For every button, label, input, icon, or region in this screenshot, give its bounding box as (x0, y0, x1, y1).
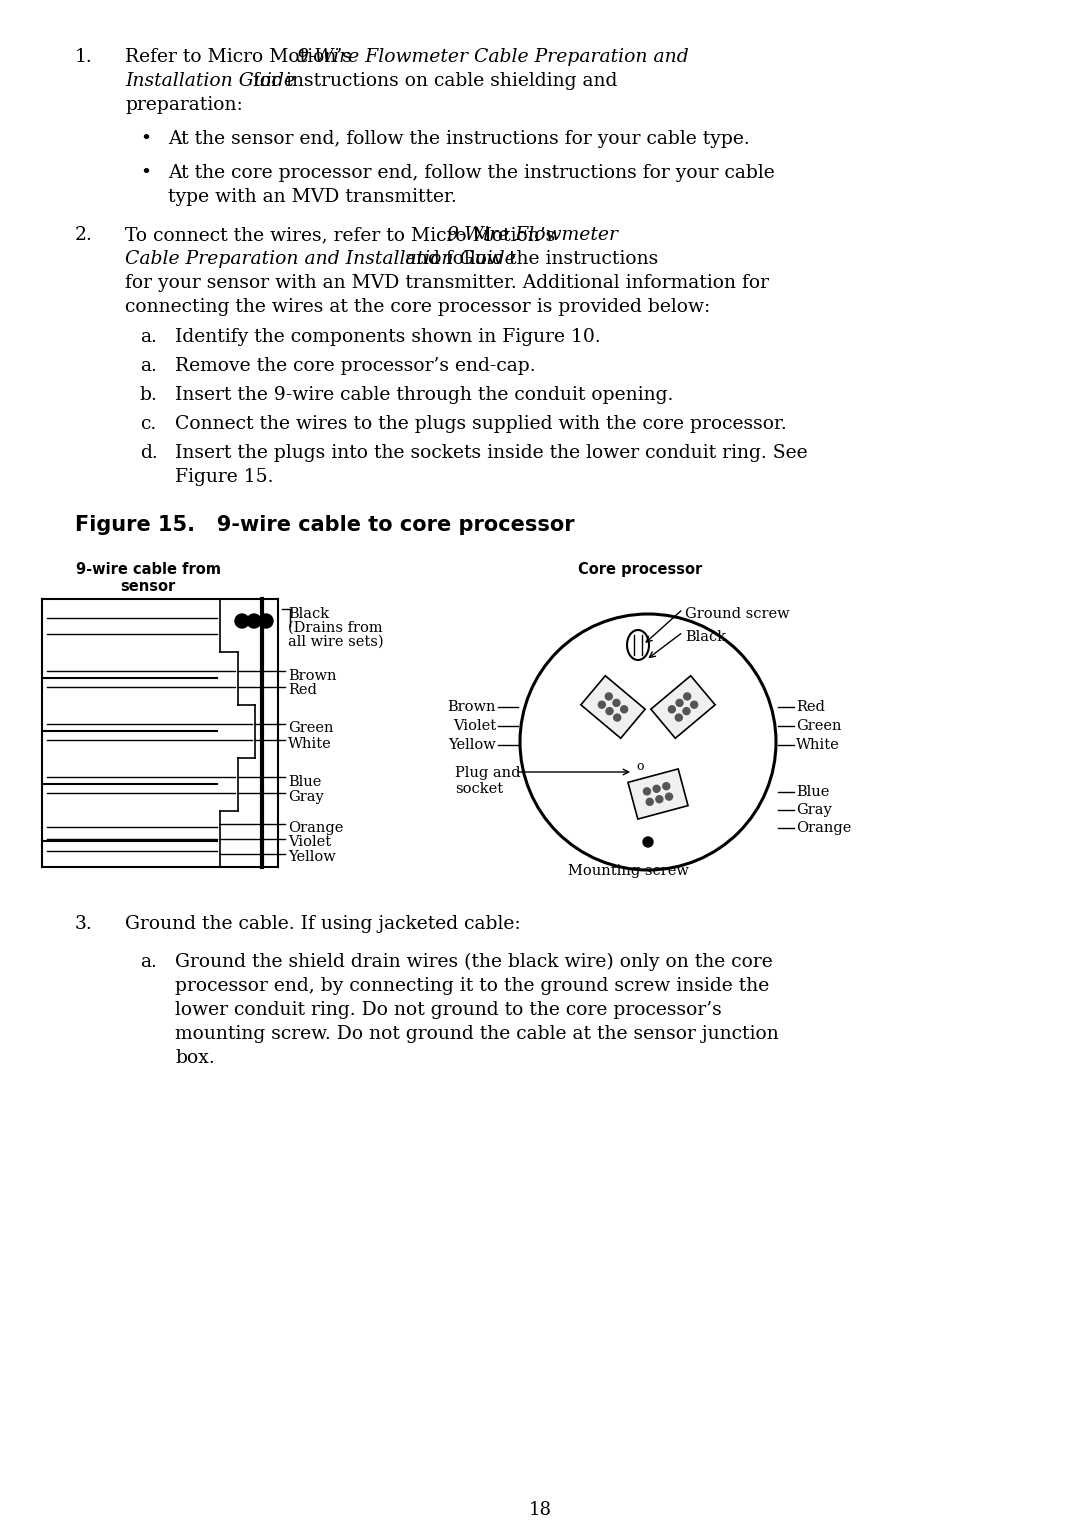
Circle shape (676, 699, 683, 706)
Text: Violet: Violet (453, 719, 496, 732)
Text: At the core processor end, follow the instructions for your cable: At the core processor end, follow the in… (168, 164, 774, 182)
Text: Remove the core processor’s end-cap.: Remove the core processor’s end-cap. (175, 356, 536, 375)
Text: Figure 15.: Figure 15. (175, 468, 273, 486)
Circle shape (643, 836, 653, 847)
Polygon shape (627, 769, 688, 820)
Text: Violet: Violet (288, 835, 332, 849)
Text: Red: Red (288, 683, 316, 697)
Circle shape (259, 615, 273, 628)
Text: d.: d. (140, 443, 158, 462)
Text: Red: Red (796, 700, 825, 714)
Text: 9-Wire Flowmeter Cable Preparation and: 9-Wire Flowmeter Cable Preparation and (297, 47, 689, 66)
Text: Yellow: Yellow (288, 850, 336, 864)
Text: Brown: Brown (447, 700, 496, 714)
Text: Cable Preparation and Installation Guide: Cable Preparation and Installation Guide (125, 251, 516, 268)
Circle shape (665, 794, 673, 800)
Text: Blue: Blue (288, 775, 322, 789)
Polygon shape (651, 676, 715, 739)
Text: Black: Black (685, 630, 726, 644)
Circle shape (656, 795, 663, 803)
Text: c.: c. (140, 414, 157, 433)
Text: Gray: Gray (288, 789, 324, 804)
Text: Ground the cable. If using jacketed cable:: Ground the cable. If using jacketed cabl… (125, 914, 521, 933)
Text: for your sensor with an MVD transmitter. Additional information for: for your sensor with an MVD transmitter.… (125, 274, 769, 292)
Text: a.: a. (140, 329, 157, 346)
Text: Plug and
socket: Plug and socket (455, 766, 521, 797)
Text: lower conduit ring. Do not ground to the core processor’s: lower conduit ring. Do not ground to the… (175, 1001, 721, 1018)
Text: Insert the plugs into the sockets inside the lower conduit ring. See: Insert the plugs into the sockets inside… (175, 443, 808, 462)
Text: o: o (636, 760, 644, 774)
Text: all wire sets): all wire sets) (288, 635, 383, 648)
Text: Orange: Orange (288, 821, 343, 835)
Text: Connect the wires to the plugs supplied with the core processor.: Connect the wires to the plugs supplied … (175, 414, 786, 433)
Text: •: • (140, 130, 151, 148)
Text: processor end, by connecting it to the ground screw inside the: processor end, by connecting it to the g… (175, 977, 769, 995)
Text: Ground the shield drain wires (the black wire) only on the core: Ground the shield drain wires (the black… (175, 953, 773, 971)
Text: 3.: 3. (75, 914, 93, 933)
Circle shape (235, 615, 249, 628)
Circle shape (683, 708, 690, 714)
Text: Green: Green (288, 722, 334, 735)
Text: Ground screw: Ground screw (685, 607, 789, 621)
Text: mounting screw. Do not ground the cable at the sensor junction: mounting screw. Do not ground the cable … (175, 1024, 779, 1043)
Text: Yellow: Yellow (448, 739, 496, 752)
Circle shape (247, 615, 261, 628)
Circle shape (613, 714, 621, 722)
Text: •: • (140, 164, 151, 182)
Text: To connect the wires, refer to Micro Motion’s: To connect the wires, refer to Micro Mot… (125, 226, 562, 245)
Text: 9-wire cable from
sensor: 9-wire cable from sensor (76, 563, 220, 595)
Polygon shape (581, 676, 645, 739)
Circle shape (675, 714, 683, 722)
Text: At the sensor end, follow the instructions for your cable type.: At the sensor end, follow the instructio… (168, 130, 750, 148)
Text: 9-Wire Flowmeter: 9-Wire Flowmeter (447, 226, 618, 245)
Text: connecting the wires at the core processor is provided below:: connecting the wires at the core process… (125, 298, 711, 317)
Text: Identify the components shown in Figure 10.: Identify the components shown in Figure … (175, 329, 600, 346)
Text: preparation:: preparation: (125, 96, 243, 115)
Text: a.: a. (140, 356, 157, 375)
Text: a.: a. (140, 953, 157, 971)
Text: Gray: Gray (796, 803, 832, 816)
Text: Green: Green (796, 719, 841, 732)
Text: 18: 18 (528, 1501, 552, 1518)
Circle shape (621, 706, 627, 713)
Text: Installation Guide: Installation Guide (125, 72, 295, 90)
Circle shape (606, 708, 613, 714)
Text: type with an MVD transmitter.: type with an MVD transmitter. (168, 188, 457, 206)
Circle shape (519, 615, 777, 870)
Text: 2.: 2. (75, 226, 93, 245)
Circle shape (663, 783, 670, 789)
Text: Blue: Blue (796, 784, 829, 800)
Circle shape (684, 693, 691, 700)
Circle shape (653, 786, 660, 792)
Text: Brown: Brown (288, 668, 337, 682)
Circle shape (613, 699, 620, 706)
Text: Insert the 9-wire cable through the conduit opening.: Insert the 9-wire cable through the cond… (175, 385, 673, 404)
Circle shape (598, 702, 606, 708)
Text: Core processor: Core processor (578, 563, 702, 576)
Text: Figure 15.   9-wire cable to core processor: Figure 15. 9-wire cable to core processo… (75, 515, 575, 535)
Circle shape (605, 693, 612, 700)
Text: Black: Black (288, 607, 329, 621)
Circle shape (669, 706, 675, 713)
Text: (Drains from: (Drains from (288, 621, 382, 635)
Text: Refer to Micro Motion’s: Refer to Micro Motion’s (125, 47, 357, 66)
Text: Orange: Orange (796, 821, 851, 835)
Text: b.: b. (140, 385, 158, 404)
Text: for instructions on cable shielding and: for instructions on cable shielding and (247, 72, 618, 90)
Text: and follow the instructions: and follow the instructions (399, 251, 658, 268)
Text: White: White (288, 737, 332, 751)
Circle shape (646, 798, 653, 806)
Text: box.: box. (175, 1049, 215, 1067)
Circle shape (644, 787, 650, 795)
Text: Mounting screw: Mounting screw (568, 864, 688, 878)
Text: 1.: 1. (75, 47, 93, 66)
Text: White: White (796, 739, 840, 752)
Ellipse shape (627, 630, 649, 661)
Circle shape (690, 702, 698, 708)
